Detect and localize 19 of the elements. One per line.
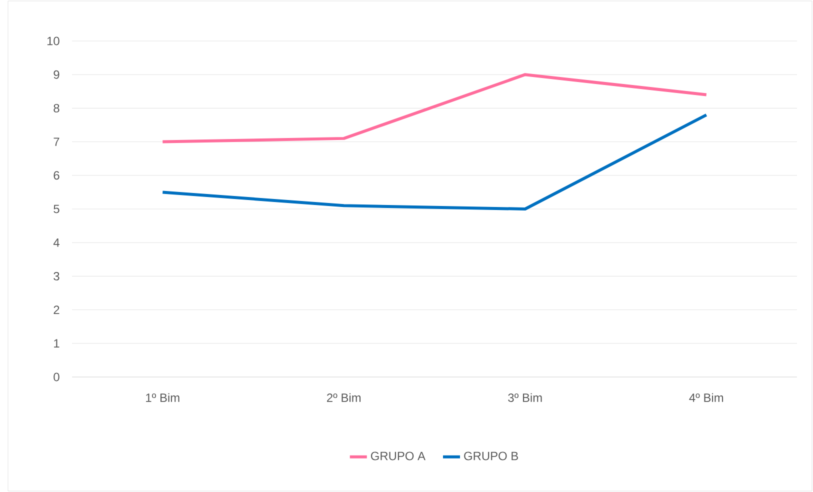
y-tick-label: 2	[54, 306, 60, 314]
legend-label: GRUPO B	[464, 452, 518, 460]
y-tick-label: 10	[47, 36, 60, 46]
x-tick-label: 3º Bim	[508, 393, 542, 402]
y-tick-label: 3	[54, 272, 60, 280]
x-tick-label: 2º Bim	[327, 393, 361, 402]
line-series	[161, 73, 708, 144]
y-tick-label: 5	[54, 204, 60, 214]
x-tick-label: 4º Bim	[689, 393, 724, 402]
y-tick-label: 1	[54, 339, 60, 348]
y-tick-label: 9	[54, 70, 60, 79]
y-tick-label: 7	[54, 138, 60, 146]
y-tick-label: 0	[54, 372, 60, 382]
y-tick-label: 8	[54, 104, 60, 112]
line-series	[161, 113, 708, 210]
y-tick-label: 4	[53, 238, 60, 247]
legend-label: GRUPO A	[370, 452, 426, 460]
y-tick-label: 6	[54, 171, 60, 180]
x-tick-label: 1º Bim	[146, 393, 180, 402]
